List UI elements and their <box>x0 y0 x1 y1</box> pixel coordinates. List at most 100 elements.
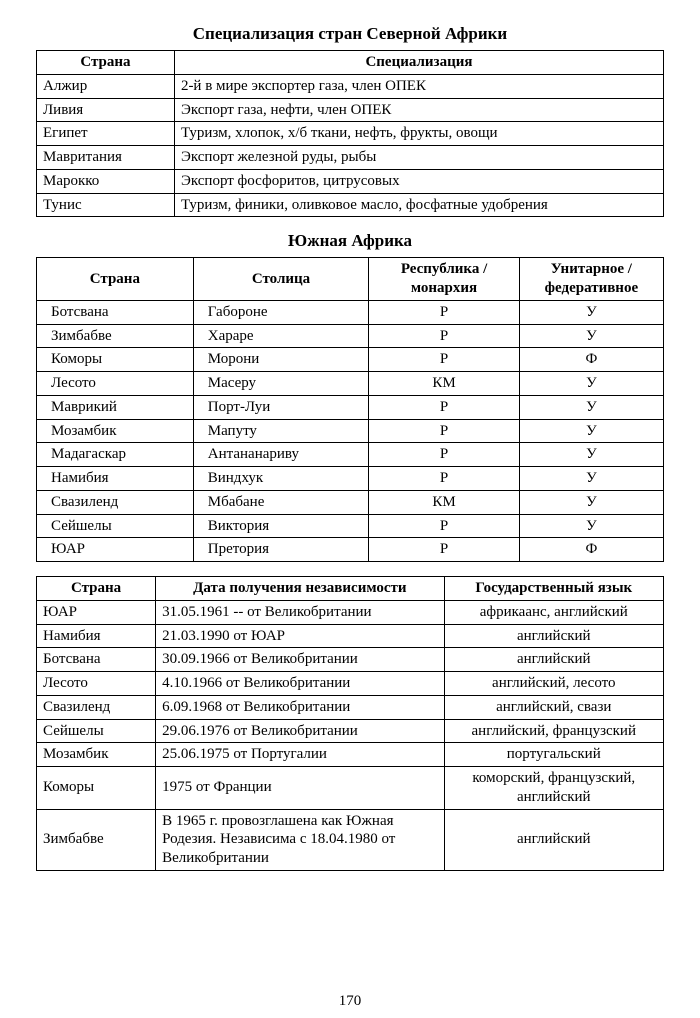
cell-date: 4.10.1966 от Великобритании <box>156 672 444 696</box>
cell-lang: английский, свази <box>444 695 663 719</box>
cell-country: Ливия <box>37 98 175 122</box>
cell-fed: Ф <box>519 538 663 562</box>
cell-capital: Виндхук <box>193 467 369 491</box>
page: Специализация стран Северной Африки Стра… <box>0 0 700 1018</box>
cell-capital: Порт-Луи <box>193 395 369 419</box>
table-row: ЕгипетТуризм, хлопок, х/б ткани, нефть, … <box>37 122 664 146</box>
cell-country: Мавритания <box>37 146 175 170</box>
cell-fed: У <box>519 372 663 396</box>
cell-country: Ботсвана <box>37 300 194 324</box>
cell-fed: У <box>519 514 663 538</box>
cell-lang: английский <box>444 648 663 672</box>
cell-country: Маврикий <box>37 395 194 419</box>
table3-header-row: Страна Дата получения независимости Госу… <box>37 577 664 601</box>
cell-capital: Масеру <box>193 372 369 396</box>
table1-header-country: Страна <box>37 51 175 75</box>
cell-date: 1975 от Франции <box>156 767 444 810</box>
cell-country: Свазиленд <box>37 490 194 514</box>
table2: Страна Столица Республика / монархия Уни… <box>36 257 664 562</box>
cell-gov: КМ <box>369 490 519 514</box>
cell-country: Зимбабве <box>37 324 194 348</box>
cell-country: Коморы <box>37 767 156 810</box>
table-row: Сейшелы29.06.1976 от Великобританииангли… <box>37 719 664 743</box>
table-row: Лесото4.10.1966 от Великобританиианглийс… <box>37 672 664 696</box>
cell-gov: Р <box>369 348 519 372</box>
page-number: 170 <box>0 993 700 1010</box>
table-row: ЮАР31.05.1961 -- от Великобританииафрика… <box>37 600 664 624</box>
cell-gov: Р <box>369 300 519 324</box>
cell-lang: португальский <box>444 743 663 767</box>
table-row: МадагаскарАнтананаривуРУ <box>37 443 664 467</box>
cell-country: ЮАР <box>37 538 194 562</box>
table-row: Коморы1975 от Франциикоморский, французс… <box>37 767 664 810</box>
cell-spec: Туризм, финики, оливковое масло, фосфатн… <box>174 193 663 217</box>
cell-date: 6.09.1968 от Великобритании <box>156 695 444 719</box>
table-row: Алжир2-й в мире экспортер газа, член ОПЕ… <box>37 74 664 98</box>
cell-fed: У <box>519 324 663 348</box>
table2-header-country: Страна <box>37 258 194 301</box>
cell-spec: Экспорт железной руды, рыбы <box>174 146 663 170</box>
table1-header-row: Страна Специализация <box>37 51 664 75</box>
cell-gov: Р <box>369 514 519 538</box>
table-row: ЛивияЭкспорт газа, нефти, член ОПЕК <box>37 98 664 122</box>
cell-date: 29.06.1976 от Великобритании <box>156 719 444 743</box>
cell-lang: английский, французский <box>444 719 663 743</box>
table-row: ЮАРПреторияРФ <box>37 538 664 562</box>
table-row: НамибияВиндхукРУ <box>37 467 664 491</box>
table1-header-spec: Специализация <box>174 51 663 75</box>
table-row: МозамбикМапутуРУ <box>37 419 664 443</box>
table2-header-row: Страна Столица Республика / монархия Уни… <box>37 258 664 301</box>
table2-header-fed: Унитарное / федеративное <box>519 258 663 301</box>
table-row: КоморыМорониРФ <box>37 348 664 372</box>
table2-title: Южная Африка <box>36 231 664 251</box>
table-row: ЗимбабвеВ 1965 г. провозглашена как Южна… <box>37 809 664 870</box>
cell-country: Мозамбик <box>37 419 194 443</box>
cell-date: 21.03.1990 от ЮАР <box>156 624 444 648</box>
cell-date: 31.05.1961 -- от Великобритании <box>156 600 444 624</box>
cell-spec: Экспорт газа, нефти, член ОПЕК <box>174 98 663 122</box>
cell-gov: Р <box>369 538 519 562</box>
cell-country: Намибия <box>37 467 194 491</box>
table-row: МавританияЭкспорт железной руды, рыбы <box>37 146 664 170</box>
table-row: ЗимбабвеХарареРУ <box>37 324 664 348</box>
cell-date: 25.06.1975 от Португалии <box>156 743 444 767</box>
cell-capital: Мапуту <box>193 419 369 443</box>
cell-country: Мадагаскар <box>37 443 194 467</box>
cell-spec: 2-й в мире экспортер газа, член ОПЕК <box>174 74 663 98</box>
cell-country: Сейшелы <box>37 719 156 743</box>
cell-date: 30.09.1966 от Великобритании <box>156 648 444 672</box>
table-row: БотсванаГаборонеРУ <box>37 300 664 324</box>
cell-gov: Р <box>369 324 519 348</box>
table-row: СвазилендМбабанеКМУ <box>37 490 664 514</box>
cell-lang: английский <box>444 809 663 870</box>
table3-header-country: Страна <box>37 577 156 601</box>
cell-capital: Хараре <box>193 324 369 348</box>
cell-spec: Туризм, хлопок, х/б ткани, нефть, фрукты… <box>174 122 663 146</box>
cell-country: ЮАР <box>37 600 156 624</box>
cell-capital: Габороне <box>193 300 369 324</box>
cell-fed: У <box>519 395 663 419</box>
table-row: Свазиленд6.09.1968 от Великобританииангл… <box>37 695 664 719</box>
cell-fed: У <box>519 300 663 324</box>
cell-fed: Ф <box>519 348 663 372</box>
cell-capital: Антананариву <box>193 443 369 467</box>
cell-country: Лесото <box>37 672 156 696</box>
table1: Страна Специализация Алжир2-й в мире экс… <box>36 50 664 217</box>
cell-country: Марокко <box>37 169 175 193</box>
cell-country: Алжир <box>37 74 175 98</box>
cell-lang: английский, лесото <box>444 672 663 696</box>
table-row: ТунисТуризм, финики, оливковое масло, фо… <box>37 193 664 217</box>
cell-gov: Р <box>369 443 519 467</box>
cell-country: Ботсвана <box>37 648 156 672</box>
cell-gov: Р <box>369 395 519 419</box>
cell-gov: КМ <box>369 372 519 396</box>
cell-fed: У <box>519 443 663 467</box>
cell-fed: У <box>519 490 663 514</box>
cell-lang: коморский, французский, английский <box>444 767 663 810</box>
cell-country: Свазиленд <box>37 695 156 719</box>
cell-country: Тунис <box>37 193 175 217</box>
table2-header-gov: Республика / монархия <box>369 258 519 301</box>
cell-lang: африкаанс, английский <box>444 600 663 624</box>
table-row: Мозамбик25.06.1975 от Португалиипортугал… <box>37 743 664 767</box>
cell-date: В 1965 г. провозглашена как Южная Родези… <box>156 809 444 870</box>
